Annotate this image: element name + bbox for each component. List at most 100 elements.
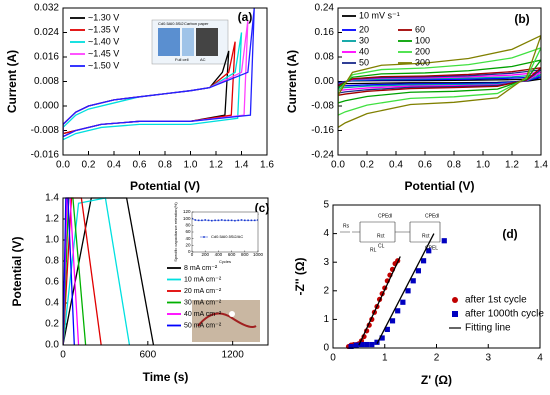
legend-label: 20 [359,24,369,34]
x-tick-label: 600 [228,252,236,257]
data-point [420,258,427,264]
annotation: CPEdl [378,213,392,219]
data-point [410,278,416,284]
y-axis-title: Specific capacitance retention(%) [173,202,178,262]
plot-area [63,197,155,346]
data-point [389,318,396,324]
y-axis-title: Current (A) [285,50,299,113]
data-point [194,219,197,221]
legend-label: ~1.45 V [88,48,119,58]
legend-label: 300 [415,57,430,67]
plot-area [192,217,258,222]
annotation: Full cell [175,57,189,62]
legend-label: after 1000th cycle [465,309,544,320]
y-tick-label: 2 [323,285,329,296]
y-tick-label: 80 [185,223,191,228]
data-point [237,219,239,222]
y-tick-label: 60 [185,229,191,234]
y-tick-label: 0.016 [34,52,59,63]
data-point [240,219,243,221]
plot-frame [332,204,541,349]
series-line [63,32,243,141]
legend-label: Fitting line [465,323,511,334]
y-tick-label: -0.008 [31,125,60,136]
data-point [234,219,236,222]
y-tick-label: 100 [183,216,191,221]
legend-label: 10 mV s⁻¹ [359,10,400,20]
plot-area [345,233,447,349]
x-tick-label: 0 [330,353,336,364]
legend-label: 60 [415,24,425,34]
x-tick-label: 1.0 [184,160,198,171]
legend-label: 50 mA cm⁻² [184,322,222,329]
y-tick-label: 0.024 [34,27,59,38]
circuit-diagram [340,221,441,243]
legend-label: 30 [359,35,369,45]
data-point [192,217,193,220]
annotation: Rs [343,223,350,229]
y-tick-label: -0.24 [311,150,334,161]
chart-panel: 0 1 2 3 4 0 1 2 3 4 5 after 1st cycle after 1000th c… [293,200,544,388]
annotation: RL [370,247,377,253]
data-point [369,341,375,348]
x-tick-label: 3 [485,353,491,364]
annotation: CPEdl [425,213,439,219]
data-point [214,219,216,222]
inset-a-schematic [151,19,229,65]
x-tick-label: 0.8 [158,160,172,171]
y-axis-title: Current (A) [5,50,19,113]
data-point [207,219,210,222]
x-tick-label: 1200 [222,350,245,361]
x-tick-label: 0.4 [107,160,121,171]
legend-label: 20 mA cm⁻² [184,288,222,295]
x-tick-label: 4 [537,353,543,364]
x-tick-label: 1.0 [476,160,490,171]
series-line [63,7,255,138]
y-tick-label: 0.08 [315,52,335,63]
series-line [338,59,541,104]
y-tick-label: 0 [323,343,329,354]
plot-frame [337,7,542,156]
x-axis-title: Time (s) [143,370,189,384]
y-tick-label: 0.24 [315,3,335,14]
chart-panel: 0.0 0.2 0.4 0.6 0.8 1.0 1.2 1.4 1.6 -0.016 -0.008 0… [5,3,274,194]
x-tick-label: 0 [191,252,194,257]
panel-label: (c) [255,201,270,215]
chart-panel: 0 200 400 600 800 1000020406080100120Cd0.5Al0… [173,202,263,264]
data-point [244,219,246,222]
data-point [348,343,354,349]
y-tick-label: 5 [323,200,329,211]
legend-label: 40 mA cm⁻² [184,311,222,318]
data-point [364,341,370,348]
data-point [220,219,223,221]
legend-marker [203,236,205,238]
y-tick-label: 0.4 [45,298,59,309]
x-axis-title: Potential (V) [130,179,200,193]
x-tick-label: 800 [241,252,249,257]
legend-marker [452,297,458,303]
data-point [230,219,233,222]
x-tick-label: 1.4 [235,160,249,171]
legend-marker [452,311,458,317]
x-axis-title: Potential (V) [404,179,474,193]
y-tick-label: -0.08 [311,101,334,112]
data-point [211,219,213,222]
plot-frame [62,7,268,156]
data-point [358,341,365,348]
legend-label: ~1.50 V [88,60,119,70]
chart-panel: 0.0 0.2 0.4 0.6 0.8 1.0 1.2 1.4 -0.24 -0.16 -0.08 0… [285,3,548,194]
series-line [338,34,541,129]
x-tick-label: 2 [434,353,440,364]
plot-frame [62,197,269,346]
x-axis-title: Cycles [219,259,231,264]
data-point [415,268,421,274]
data-point [253,219,256,222]
legend-label: 50 [359,57,369,67]
annotation: AC [200,57,206,62]
data-point [197,219,200,222]
data-point [257,219,258,221]
x-tick-label: 0.8 [447,160,461,171]
x-tick-label: 1 [382,353,388,364]
